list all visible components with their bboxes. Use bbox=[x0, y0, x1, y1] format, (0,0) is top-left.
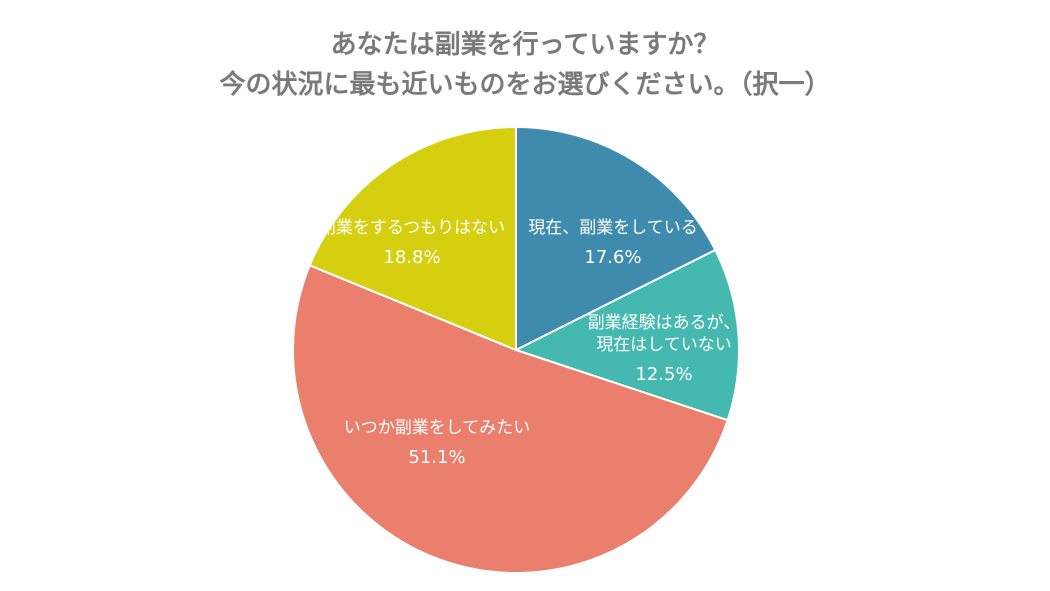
pie-slice-1 bbox=[513, 248, 740, 422]
chart-title-line-2: 今の状況に最も近いものをお選びください。（択一） bbox=[219, 70, 831, 100]
pie-slice-2 bbox=[291, 264, 729, 574]
chart-title-line-1: あなたは副業を行っていますか？ bbox=[330, 30, 720, 60]
slice-value-1: 12.5% bbox=[635, 364, 692, 385]
pie-slice-3 bbox=[308, 125, 517, 352]
slice-value-0: 17.6% bbox=[584, 247, 641, 268]
slice-value-3: 18.8% bbox=[383, 247, 440, 268]
pie-slices bbox=[291, 125, 740, 574]
slice-label-1-0: 副業経験はあるが、 bbox=[588, 313, 741, 333]
slice-value-2: 51.1% bbox=[408, 447, 465, 468]
slice-label-3-0: 副業をするつもりはない bbox=[319, 218, 505, 238]
pie-labels: 現在、副業をしている 17.6% 副業経験はあるが、現在はしていない 12.5% いつか… bbox=[319, 218, 741, 468]
slice-label-0-0: 現在、副業をしている bbox=[528, 218, 698, 238]
slice-label-1-1: 現在はしていない bbox=[596, 335, 732, 355]
pie-slice-0 bbox=[515, 125, 717, 352]
slice-label-2-0: いつか副業をしてみたい bbox=[344, 418, 531, 438]
